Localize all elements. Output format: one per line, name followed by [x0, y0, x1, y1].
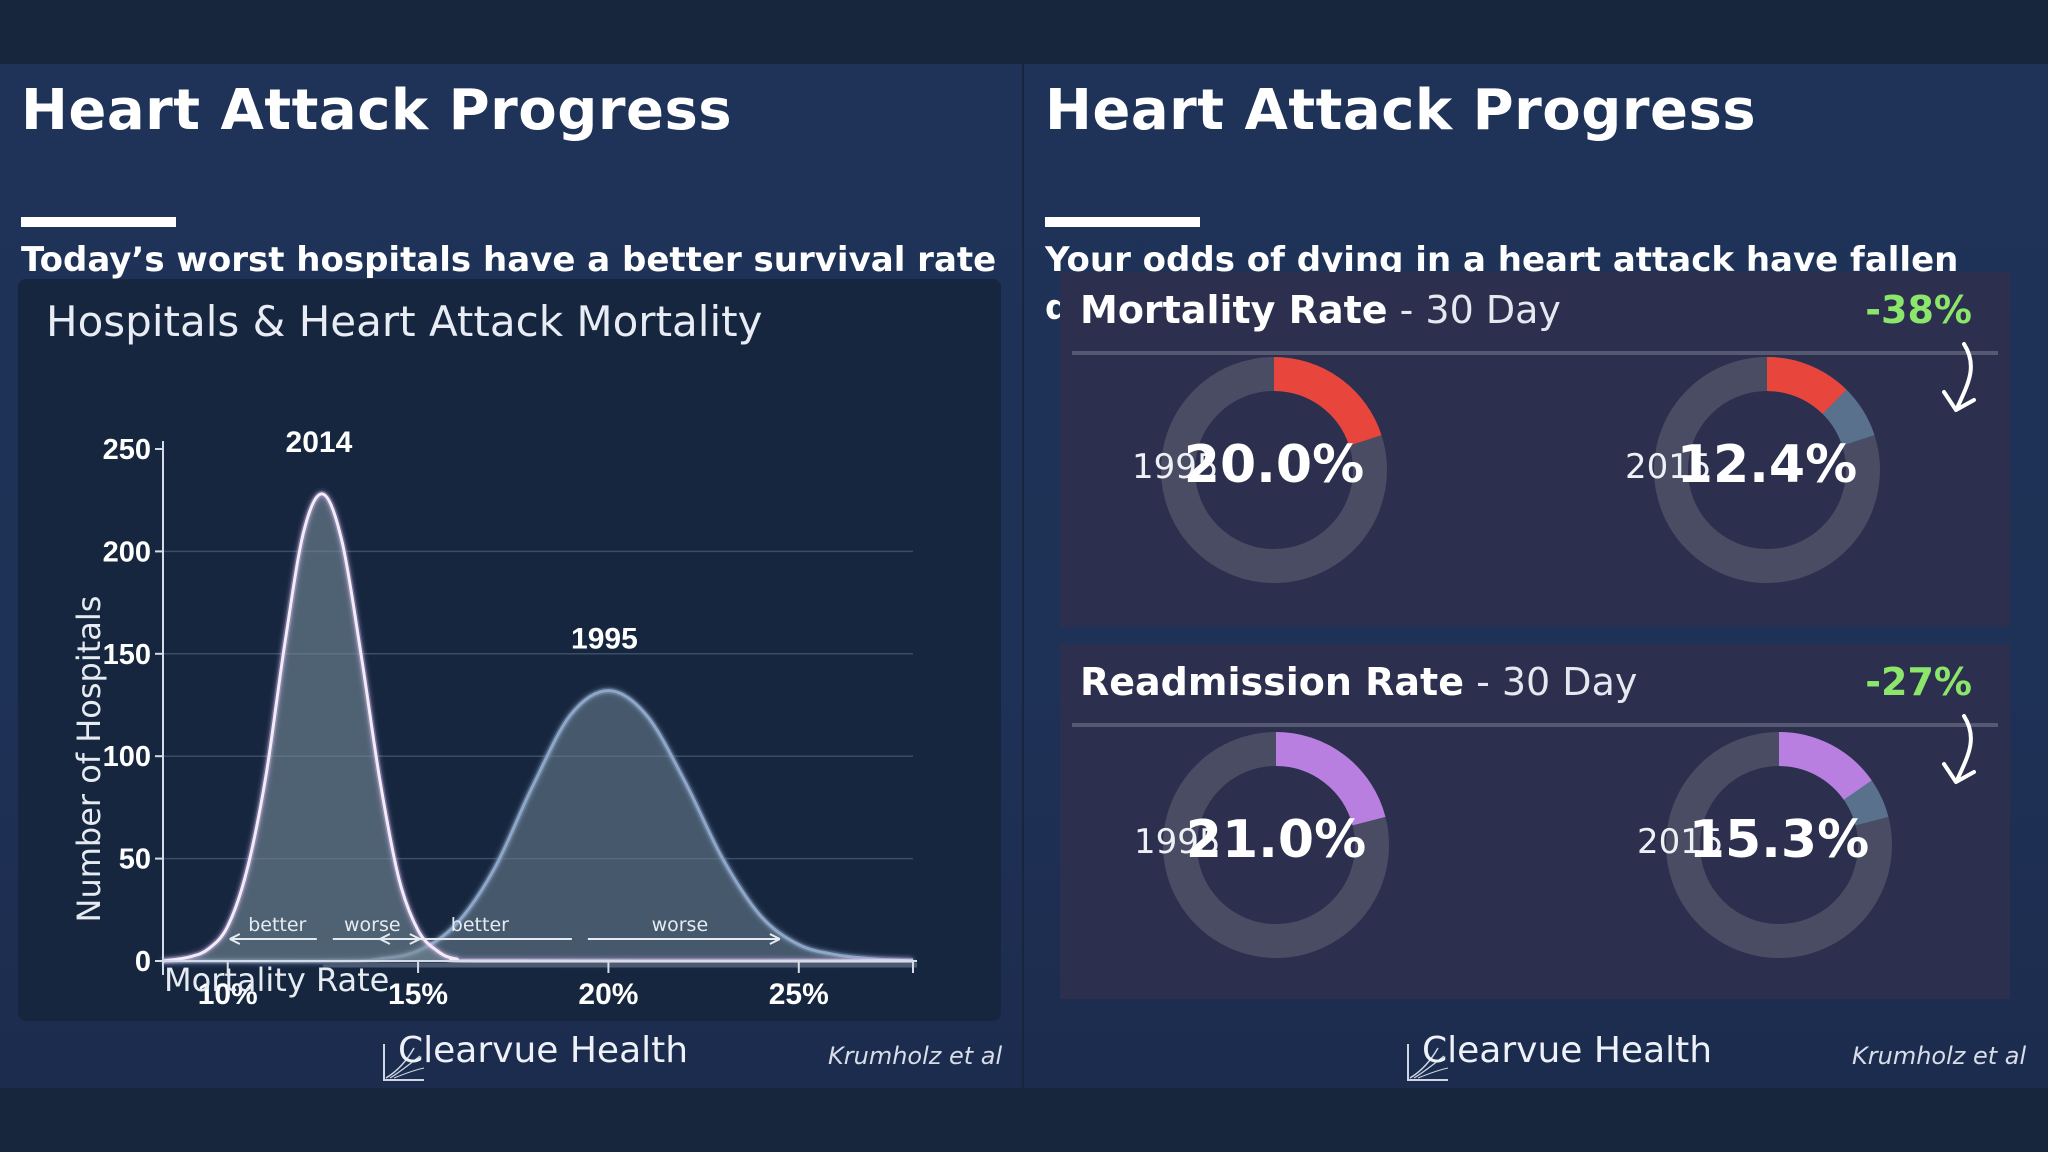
divider: [1072, 351, 1998, 355]
left-panel: Heart Attack Progress Today’s worst hosp…: [0, 64, 1022, 1088]
annotation-worse: worse: [344, 914, 401, 936]
distribution-chart-card: Hospitals & Heart Attack Mortality 2014 1…: [18, 279, 1001, 1021]
annotation-2014: better worse: [229, 914, 421, 945]
brand-name: Clearvue Health: [1422, 1030, 1713, 1071]
annotation-worse: worse: [652, 914, 709, 936]
annotation-better: better: [451, 914, 509, 936]
donut-arc-1995: [1273, 357, 1382, 447]
readmission-donuts: [1163, 714, 1976, 958]
readmission-title-bold: Readmission Rate: [1080, 660, 1464, 704]
x-tick-label: 10%: [198, 978, 258, 1011]
arrow-head: [379, 933, 391, 945]
x-tick-label: 25%: [769, 978, 829, 1011]
readmission-card: Readmission Rate - 30 Day -27% 1995 21.0…: [1060, 644, 2010, 999]
source-credit: Krumholz et al: [1852, 1042, 2027, 1070]
readmission-title: Readmission Rate - 30 Day: [1080, 660, 1637, 704]
area-2014: [163, 493, 913, 962]
mortality-value-2015: 12.4%: [1676, 435, 1858, 495]
curve-2014: [162, 492, 914, 963]
y-tick-label: 250: [103, 434, 151, 466]
clearvue-logo-icon: [383, 1044, 425, 1081]
y-axis-label: Number of Hospitals: [70, 596, 108, 923]
y-tick-label: 150: [103, 639, 151, 671]
arrow-head: [769, 933, 781, 945]
series-label-1995: 1995: [571, 623, 638, 656]
readmission-title-rest: - 30 Day: [1464, 660, 1638, 704]
donut-arc-2015: [1778, 732, 1872, 801]
series-label-2014: 2014: [286, 426, 353, 459]
x-axis-label: Mortality Rate: [164, 961, 389, 999]
donut-arc-1995: [1275, 732, 1386, 826]
decrease-arrow-icon: [1956, 714, 1973, 780]
mortality-year-1995: 1995: [1132, 447, 1219, 487]
mortality-donuts: [1161, 342, 1976, 583]
y-tick-label: 200: [103, 536, 151, 568]
right-panel: Heart Attack Progress Your odds of dying…: [1024, 64, 2048, 1088]
decrease-arrow-icon: [1956, 342, 1973, 408]
readmission-year-1995: 1995: [1134, 822, 1221, 862]
readmission-change-badge: -27%: [1865, 660, 1972, 704]
title-underline: [1045, 217, 1200, 227]
x-tick-label: 15%: [388, 978, 448, 1011]
annotation-better: better: [248, 914, 306, 936]
mortality-title-bold: Mortality Rate: [1080, 288, 1388, 332]
source-credit: Krumholz et al: [828, 1042, 1003, 1070]
mortality-change-badge: -38%: [1865, 288, 1972, 332]
chart-title: Hospitals & Heart Attack Mortality: [46, 297, 763, 346]
y-tick-label: 100: [103, 741, 151, 773]
arrow-head: [229, 933, 241, 945]
mortality-title-rest: - 30 Day: [1387, 288, 1561, 332]
annotation-1995: better worse: [379, 914, 781, 945]
clearvue-logo-icon: [1407, 1044, 1449, 1081]
donut-arc-2015: [1766, 357, 1847, 415]
readmission-year-2015: 2015: [1637, 822, 1724, 862]
divider: [1072, 723, 1998, 727]
readmission-value-2015: 15.3%: [1688, 810, 1870, 870]
y-tick-label: 50: [119, 844, 151, 876]
mortality-value-1995: 20.0%: [1183, 435, 1365, 495]
mortality-card: Mortality Rate - 30 Day -38% 1995 20.0% …: [1060, 272, 2010, 627]
mortality-year-2015: 2015: [1625, 447, 1712, 487]
page-title: Heart Attack Progress: [1045, 78, 1757, 143]
page-title: Heart Attack Progress: [21, 78, 733, 143]
readmission-value-1995: 21.0%: [1185, 810, 1367, 870]
area-1995: [163, 690, 913, 962]
title-underline: [21, 217, 176, 227]
distribution-chart: 2014 1995 better worse better worse 0 50 100 150 2…: [70, 426, 917, 1011]
arrow-head-icon: [1942, 390, 1976, 412]
y-tick-label: 0: [135, 946, 151, 978]
arrow-head-icon: [1942, 762, 1976, 784]
brand-name: Clearvue Health: [398, 1030, 689, 1071]
mortality-title: Mortality Rate - 30 Day: [1080, 288, 1561, 332]
x-tick-label: 20%: [578, 978, 638, 1011]
